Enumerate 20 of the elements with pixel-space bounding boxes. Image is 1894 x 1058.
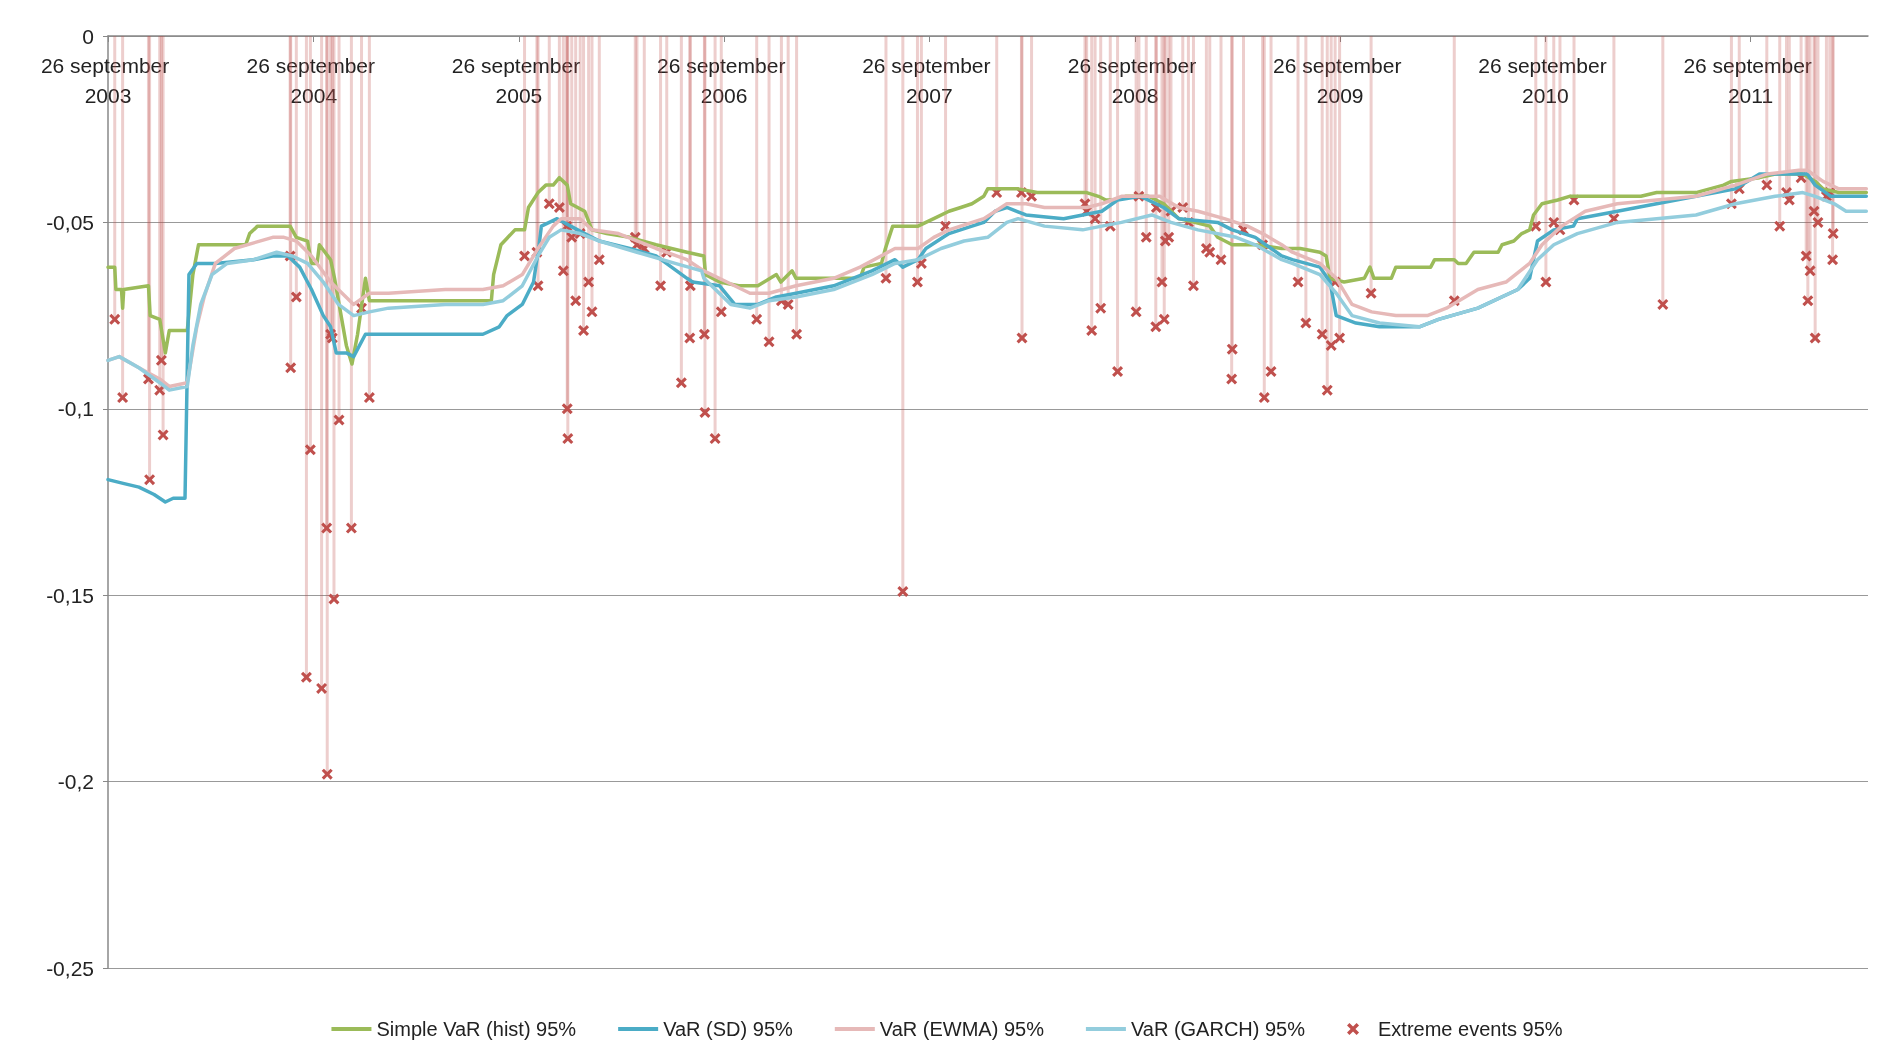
x-tick-label: 26 september 2009 [1273, 53, 1408, 107]
legend-label: VaR (SD) 95% [663, 1018, 794, 1040]
legend-label: VaR (EWMA) 95% [879, 1018, 1045, 1040]
y-tick-label: 0 [82, 24, 94, 48]
legend-label: Extreme events 95% [1378, 1018, 1563, 1040]
y-tick-label: -0,25 [46, 956, 94, 980]
x-tick-label: 26 september 2007 [862, 53, 997, 107]
x-tick-label: 26 september 2004 [246, 53, 381, 107]
y-tick-label: -0,1 [57, 397, 94, 421]
legend-label: VaR (GARCH) 95% [1130, 1018, 1306, 1040]
x-tick-label: 26 september 2005 [451, 53, 587, 107]
y-tick-label: -0,15 [46, 583, 94, 607]
y-tick-label: -0,2 [57, 770, 94, 794]
legend-label: Simple VaR (hist) 95% [376, 1018, 577, 1040]
x-tick-label: 26 september 2010 [1478, 53, 1613, 107]
x-tick-label: 26 september 2006 [656, 53, 792, 107]
y-tick-label: -0,05 [46, 210, 94, 234]
x-tick-label: 26 september 2003 [40, 53, 176, 107]
x-tick-label: 26 september 2011 [1683, 53, 1818, 107]
x-tick-label: 26 september 2008 [1067, 53, 1203, 107]
